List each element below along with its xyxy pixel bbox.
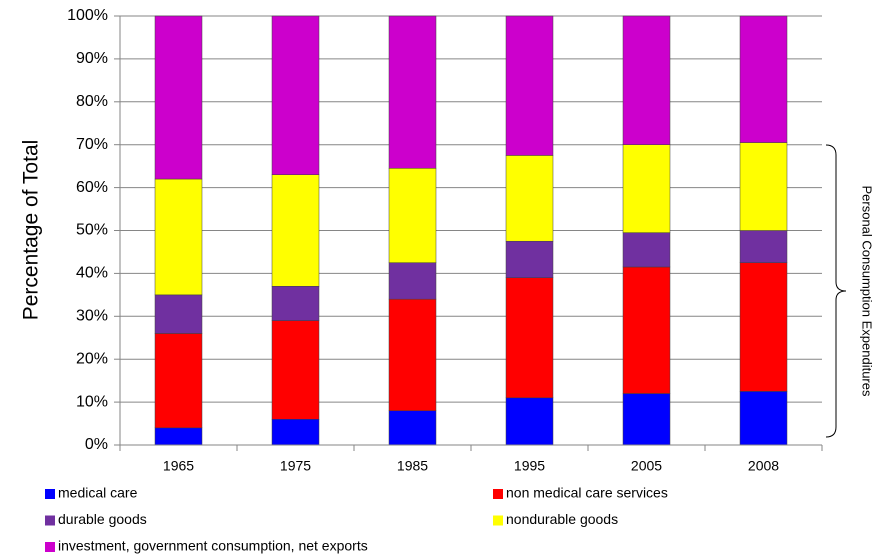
legend-label: nondurable goods [506,511,618,527]
y-tick-label: 20% [76,350,108,367]
y-tick-label: 60% [76,179,108,196]
legend-swatch [45,515,55,526]
bar-segment [388,410,437,446]
bar-segment [154,427,203,446]
x-tick-label: 2008 [748,458,779,474]
bar-segment [739,142,788,231]
bar-segment [505,277,554,399]
bar-segment [154,333,203,429]
y-tick-label: 50% [76,222,108,239]
y-tick-label: 90% [76,50,108,67]
bar-segment [154,294,203,334]
bar-segment [154,15,203,180]
bar-segment [388,262,437,300]
bar-segment [505,15,554,156]
y-axis-label: Percentage of Total [20,140,43,321]
x-tick-label: 1975 [280,458,311,474]
y-tick-label: 40% [76,265,108,282]
brace [825,144,847,438]
legend-label: medical care [58,485,138,501]
legend-label: investment, government consumption, net … [58,538,368,554]
legend-swatch [493,489,503,499]
bar-segment [622,266,671,394]
bar-segment [505,397,554,446]
x-tick-label: 2005 [631,458,662,474]
bar-segment [271,15,320,175]
bar-segment [271,320,320,420]
y-tick-label: 10% [76,393,108,410]
legend-swatch [493,515,503,526]
bar-segment [739,15,788,143]
bar-segment [271,419,320,446]
bar-segment [739,391,788,446]
bar-segment [622,144,671,233]
bar-segment [388,15,437,169]
legend-label: durable goods [58,511,147,527]
bar-segment [271,174,320,287]
legend-label: non medical care services [506,485,668,501]
x-tick-label: 1995 [514,458,545,474]
x-tick-label: 1965 [163,458,194,474]
bar-segment [622,393,671,446]
bar-segment [739,262,788,392]
y-tick-label: 30% [76,308,108,325]
bar-segment [388,298,437,411]
x-tick-label: 1985 [397,458,428,474]
bar-segment [505,240,554,278]
bar-segment [154,178,203,296]
legend-swatch [45,542,55,552]
bar-segment [622,232,671,268]
bar-segment [739,230,788,263]
legend-swatch [45,489,55,499]
bar-segment [622,15,671,145]
bar-segment [505,155,554,242]
annotation: Personal Consumption Expenditures [860,185,875,397]
y-tick-label: 100% [67,7,108,24]
bar-segment [388,168,437,263]
y-tick-label: 70% [76,136,108,153]
y-tick-label: 0% [85,436,108,453]
bar-segment [271,286,320,321]
y-tick-label: 80% [76,93,108,110]
